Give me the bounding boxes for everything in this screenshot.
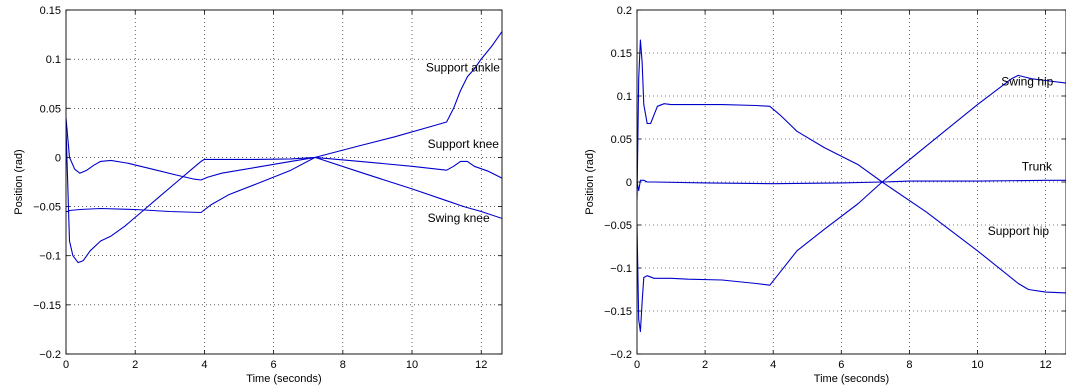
- x-tick-label: 0: [634, 359, 640, 371]
- y-axis-label: Position (rad): [584, 149, 596, 214]
- y-tick-label: 0.1: [46, 54, 61, 66]
- series-line-support-ankle: [66, 31, 502, 264]
- x-tick-label: 8: [340, 359, 346, 371]
- plot-area: [66, 10, 502, 354]
- y-tick-label: −0.05: [604, 220, 632, 232]
- y-tick-label: −0.15: [33, 300, 61, 312]
- x-tick-label: 0: [63, 359, 69, 371]
- plot-frame: [636, 9, 1066, 355]
- y-tick-label: 0.05: [611, 134, 632, 146]
- x-tick-label: 10: [406, 359, 418, 371]
- annotation-label: Swing knee: [428, 211, 490, 225]
- y-tick-label: −0.2: [39, 349, 61, 361]
- series-line-support-hip: [637, 74, 1066, 333]
- series-line-support-knee: [66, 118, 502, 181]
- x-tick-label: 12: [1039, 359, 1051, 371]
- annotation-label: Swing hip: [1001, 75, 1053, 89]
- y-tick-label: −0.1: [610, 263, 632, 275]
- x-tick-label: 6: [838, 359, 844, 371]
- x-tick-label: 2: [702, 359, 708, 371]
- y-tick-label: 0.05: [40, 103, 61, 115]
- x-axis-label: Time (seconds): [246, 373, 321, 385]
- y-tick-label: −0.05: [33, 202, 61, 214]
- series-line-trunk: [637, 179, 1066, 192]
- y-tick-label: −0.15: [604, 306, 632, 318]
- annotation-label: Support hip: [988, 224, 1050, 238]
- y-tick-label: −0.2: [610, 349, 632, 361]
- series-line-swing-knee: [66, 156, 502, 219]
- y-tick-label: 0: [55, 152, 61, 164]
- plot-area: [637, 10, 1066, 354]
- x-tick-label: 8: [906, 359, 912, 371]
- annotation-label: Support ankle: [426, 60, 500, 74]
- y-axis-label: Position (rad): [13, 149, 25, 214]
- annotation-label: Support knee: [428, 137, 500, 151]
- x-tick-label: 4: [770, 359, 776, 371]
- y-tick-label: 0.15: [611, 48, 632, 60]
- x-tick-label: 10: [971, 359, 983, 371]
- y-tick-label: 0.2: [617, 5, 632, 17]
- x-tick-label: 12: [475, 359, 487, 371]
- annotation-label: Trunk: [1022, 159, 1053, 173]
- y-tick-label: 0.1: [617, 91, 632, 103]
- plot-frame: [65, 9, 503, 355]
- chart-right-panel: 0 2 4 6 8 10 12 0.2 0.15 0.1 0.05 0 −0.05 −0.1 −0.15 −0…: [584, 5, 1066, 385]
- chart-left-panel: 0 2 4 6 8 10 12 0.15 0.1 0.05 0 −0.05 −0.1 −0.15 −0.2 S…: [13, 5, 503, 385]
- x-tick-label: 6: [271, 359, 277, 371]
- y-tick-label: −0.1: [39, 251, 61, 263]
- x-tick-label: 2: [132, 359, 138, 371]
- x-axis-label: Time (seconds): [814, 373, 889, 385]
- series-line-swing-hip: [637, 39, 1066, 294]
- y-tick-label: 0.15: [40, 5, 61, 17]
- y-tick-label: 0: [626, 177, 632, 189]
- x-tick-label: 4: [201, 359, 207, 371]
